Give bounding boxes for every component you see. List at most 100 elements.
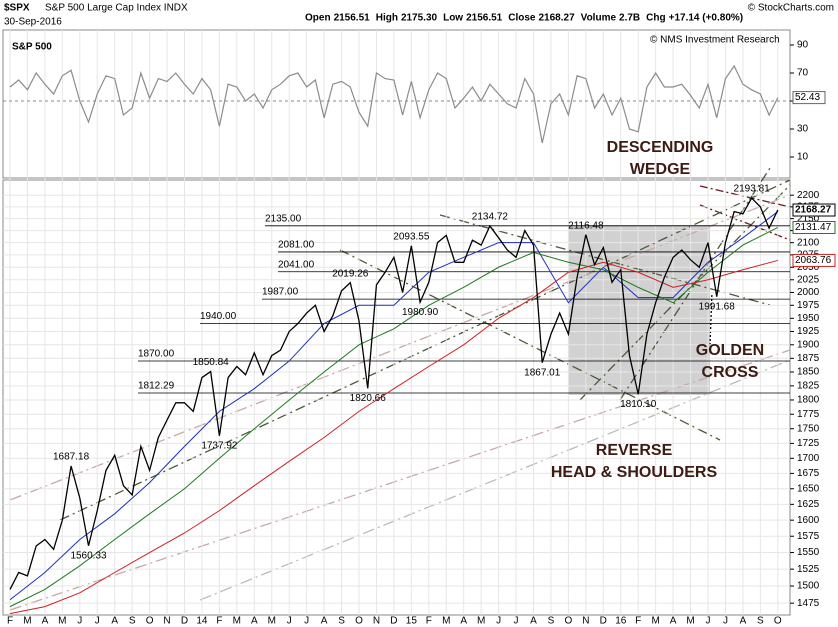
y-tick-label: 2000 — [797, 287, 820, 298]
price-panel — [2, 179, 791, 616]
x-tick-label: J — [514, 616, 519, 627]
x-tick-label: N — [163, 616, 170, 627]
x-tick-label: A — [530, 616, 537, 627]
y-tick-label: 1500 — [797, 581, 820, 592]
stat-label: High — [376, 13, 398, 24]
x-tick-label: D — [181, 616, 188, 627]
x-tick-label: O — [774, 616, 782, 627]
x-tick-label: S — [338, 616, 345, 627]
x-tick-label: 16 — [615, 616, 627, 627]
y-tick-label: 1550 — [797, 547, 820, 558]
x-tick-label: M — [268, 616, 276, 627]
y-tick-label: 1525 — [797, 564, 820, 575]
x-tick-label: J — [304, 616, 309, 627]
x-tick-label: M — [233, 616, 241, 627]
value-label: 2019.26 — [332, 268, 369, 279]
watermark: S&P 500 — [12, 42, 52, 53]
y-tick-label: 1775 — [797, 409, 820, 420]
rsi-tick-label: 70 — [797, 68, 809, 79]
y-tick-label: 1725 — [797, 438, 820, 449]
x-tick-label: J — [496, 616, 501, 627]
value-label: 1980.90 — [402, 307, 439, 318]
x-tick-label: 15 — [406, 616, 418, 627]
annotation: DESCENDING — [607, 139, 714, 156]
x-tick-label: N — [582, 616, 589, 627]
credit: © StockCharts.com — [748, 3, 834, 14]
level-label: 1870.00 — [138, 349, 175, 360]
ma-label: 2131.47 — [795, 222, 832, 233]
y-tick-label: 1750 — [797, 423, 820, 434]
stat-value: 2.7B — [619, 13, 640, 24]
value-label: 1687.18 — [53, 452, 90, 463]
x-tick-label: M — [23, 616, 31, 627]
rsi-tick-label: 10 — [797, 152, 809, 163]
rsi-last-label: 52.43 — [795, 92, 820, 103]
x-tick-label: A — [111, 616, 118, 627]
x-tick-label: 14 — [196, 616, 208, 627]
symbol: $SPX — [4, 3, 30, 14]
trend — [59, 179, 791, 521]
price-line — [9, 196, 779, 590]
moving-average — [9, 211, 779, 601]
x-tick-label: F — [216, 616, 222, 627]
x-tick-label: F — [7, 616, 13, 627]
level-label: 1987.00 — [262, 287, 299, 298]
ma-box — [792, 253, 836, 267]
y-tick-label: 1900 — [797, 339, 820, 350]
y-tick-label: 1675 — [797, 468, 820, 479]
x-tick-label: J — [77, 616, 82, 627]
trend — [339, 249, 721, 441]
annotation: WEDGE — [630, 161, 691, 178]
stat-value: +17.14 (+0.80%) — [669, 13, 744, 24]
watermark-credit: © NMS Investment Research — [650, 35, 780, 46]
y-tick-label: 1600 — [797, 515, 820, 526]
stat-value: 2156.51 — [334, 13, 371, 24]
x-tick-label: M — [686, 616, 694, 627]
annotation: REVERSE — [596, 442, 673, 459]
x-tick-label: O — [146, 616, 154, 627]
rsi-panel — [2, 29, 791, 179]
rsi-tick-label: 90 — [797, 40, 809, 51]
x-tick-label: M — [442, 616, 450, 627]
x-tick-label: F — [635, 616, 641, 627]
x-tick-label: A — [42, 616, 49, 627]
level-label: 2081.00 — [278, 240, 315, 251]
stat-label: Low — [443, 13, 463, 24]
value-label: 2116.48 — [568, 220, 604, 231]
x-tick-label: J — [95, 616, 100, 627]
stat-label: Close — [508, 13, 536, 24]
x-tick-label: J — [706, 616, 711, 627]
y-tick-label: 2200 — [797, 190, 820, 201]
rsi-line — [9, 64, 779, 144]
x-tick-label: S — [129, 616, 136, 627]
rsi-tick-label: 30 — [797, 124, 809, 135]
y-tick-label: 1475 — [797, 598, 820, 609]
level-label: 1940.00 — [200, 311, 237, 322]
stat-label: Volume — [581, 13, 617, 24]
level-label: 1812.29 — [138, 381, 175, 392]
annotation: GOLDEN — [696, 342, 764, 359]
value-label: 1810.10 — [620, 399, 657, 410]
y-tick-label: 2025 — [797, 274, 820, 285]
y-tick-label: 1950 — [797, 313, 820, 324]
y-tick-label: 1650 — [797, 483, 820, 494]
level-label: 2135.00 — [265, 213, 302, 224]
x-tick-label: F — [426, 616, 432, 627]
x-tick-label: D — [390, 616, 397, 627]
value-label: 1560.33 — [70, 550, 107, 561]
x-tick-label: M — [651, 616, 659, 627]
moving-average — [9, 259, 778, 615]
index-name: S&P 500 Large Cap Index INDX — [45, 3, 188, 14]
value-label: 1737.92 — [201, 440, 238, 451]
annotation: CROSS — [702, 364, 759, 381]
y-tick-label: 1575 — [797, 531, 820, 542]
stat-value: 2156.51 — [466, 13, 503, 24]
value-label: 1850.84 — [193, 357, 230, 368]
y-tick-label: 1975 — [797, 300, 820, 311]
x-tick-label: N — [373, 616, 380, 627]
x-tick-label: S — [757, 616, 764, 627]
annotation: HEAD & SHOULDERS — [551, 464, 718, 481]
value-label: 1991.68 — [699, 301, 736, 312]
y-tick-label: 1875 — [797, 353, 820, 364]
